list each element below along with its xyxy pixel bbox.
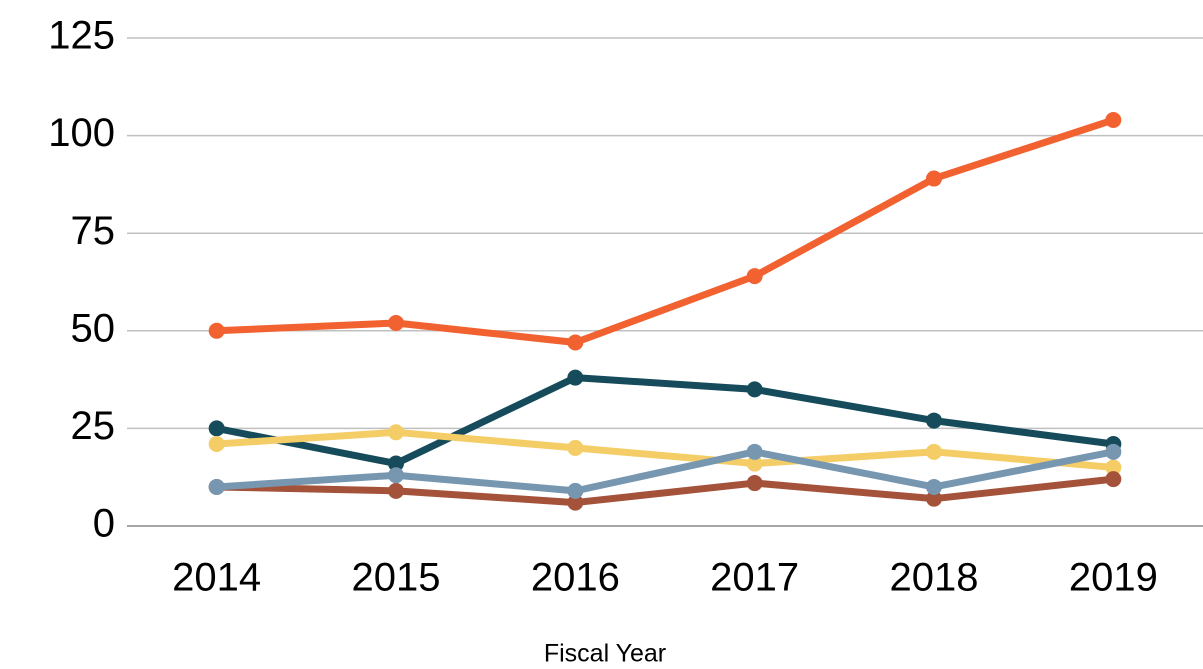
series-marker	[388, 455, 404, 472]
series-marker	[926, 490, 942, 507]
series-marker	[567, 439, 584, 456]
x-axis-label: Fiscal Year	[544, 640, 666, 668]
series-line	[215, 374, 1114, 468]
series-line	[216, 428, 1114, 471]
series-marker	[567, 494, 584, 511]
series-marker	[567, 334, 584, 351]
series-marker	[208, 322, 225, 339]
series-marker	[1105, 459, 1122, 476]
y-tick-label: 0	[93, 502, 115, 546]
series-marker	[567, 369, 584, 386]
series-marker	[926, 412, 942, 429]
x-tick-label: 2019	[1069, 556, 1158, 600]
series-marker	[208, 420, 225, 437]
x-tick-label: 2016	[531, 556, 620, 600]
series-marker	[746, 443, 763, 460]
series-marker	[746, 475, 763, 492]
series-line	[216, 475, 1114, 507]
series-marker	[1105, 471, 1122, 488]
x-tick-label: 2017	[710, 556, 799, 600]
x-tick-label: 2018	[890, 556, 979, 600]
series-marker	[926, 443, 942, 460]
series-marker	[388, 482, 404, 499]
series-marker	[208, 436, 225, 453]
series-marker	[388, 424, 404, 441]
x-tick-label: 2014	[172, 556, 261, 600]
x-tick-label: 2015	[352, 556, 441, 600]
y-tick-label: 75	[71, 209, 116, 253]
series-marker	[1105, 443, 1122, 460]
y-tick-label: 25	[71, 404, 116, 448]
y-tick-label: 100	[48, 111, 115, 155]
series-marker	[388, 314, 404, 331]
series-marker	[926, 478, 942, 495]
series-marker	[746, 381, 763, 398]
series-line	[216, 116, 1115, 347]
series-marker	[208, 478, 225, 495]
y-tick-label: 125	[48, 14, 115, 58]
series-marker	[1105, 111, 1122, 128]
series-marker	[567, 482, 584, 499]
series-line	[216, 448, 1115, 495]
series-marker	[926, 170, 942, 187]
y-tick-label: 50	[71, 306, 116, 350]
series-marker	[746, 455, 763, 472]
series-marker	[388, 467, 404, 484]
series-marker	[746, 268, 763, 285]
